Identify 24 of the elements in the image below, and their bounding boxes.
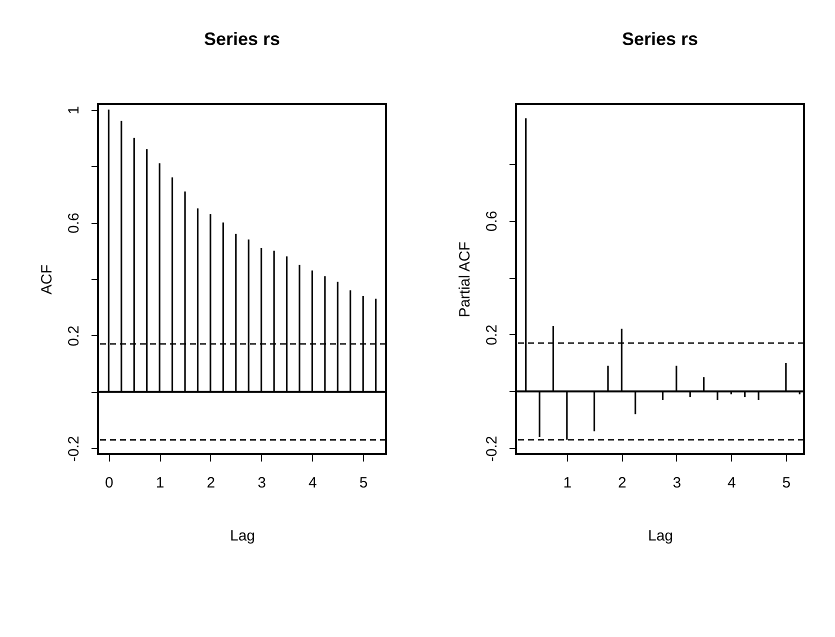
- x-tick-label: 3: [672, 474, 682, 492]
- y-tick-label: 1: [66, 106, 82, 114]
- y-tick-label: 0.6: [66, 212, 82, 234]
- x-axis-title: Lag: [648, 528, 674, 544]
- x-tick-label: 5: [782, 474, 791, 492]
- x-tick-label: 1: [563, 474, 572, 492]
- y-tick-label: -0.2: [66, 436, 82, 462]
- chart-title: Series rs: [204, 29, 280, 49]
- y-axis-title: Partial ACF: [456, 242, 474, 318]
- y-tick-label: -0.2: [484, 436, 500, 462]
- y-tick-label: 0.2: [66, 326, 82, 346]
- x-tick-label: 5: [359, 474, 368, 492]
- chart-title: Series rs: [622, 29, 698, 49]
- y-tick-label: 0.6: [484, 210, 500, 232]
- x-tick-label: 4: [308, 474, 317, 492]
- x-tick-label: 4: [728, 474, 736, 492]
- x-tick-label: 0: [105, 474, 114, 492]
- x-tick-label: 2: [618, 474, 626, 492]
- y-axis-title: ACF: [38, 264, 56, 294]
- x-tick-label: 2: [206, 474, 216, 492]
- x-axis-title: Lag: [230, 528, 256, 544]
- y-tick-label: 0.2: [484, 324, 500, 346]
- x-tick-label: 3: [258, 474, 266, 492]
- x-tick-label: 1: [156, 474, 164, 492]
